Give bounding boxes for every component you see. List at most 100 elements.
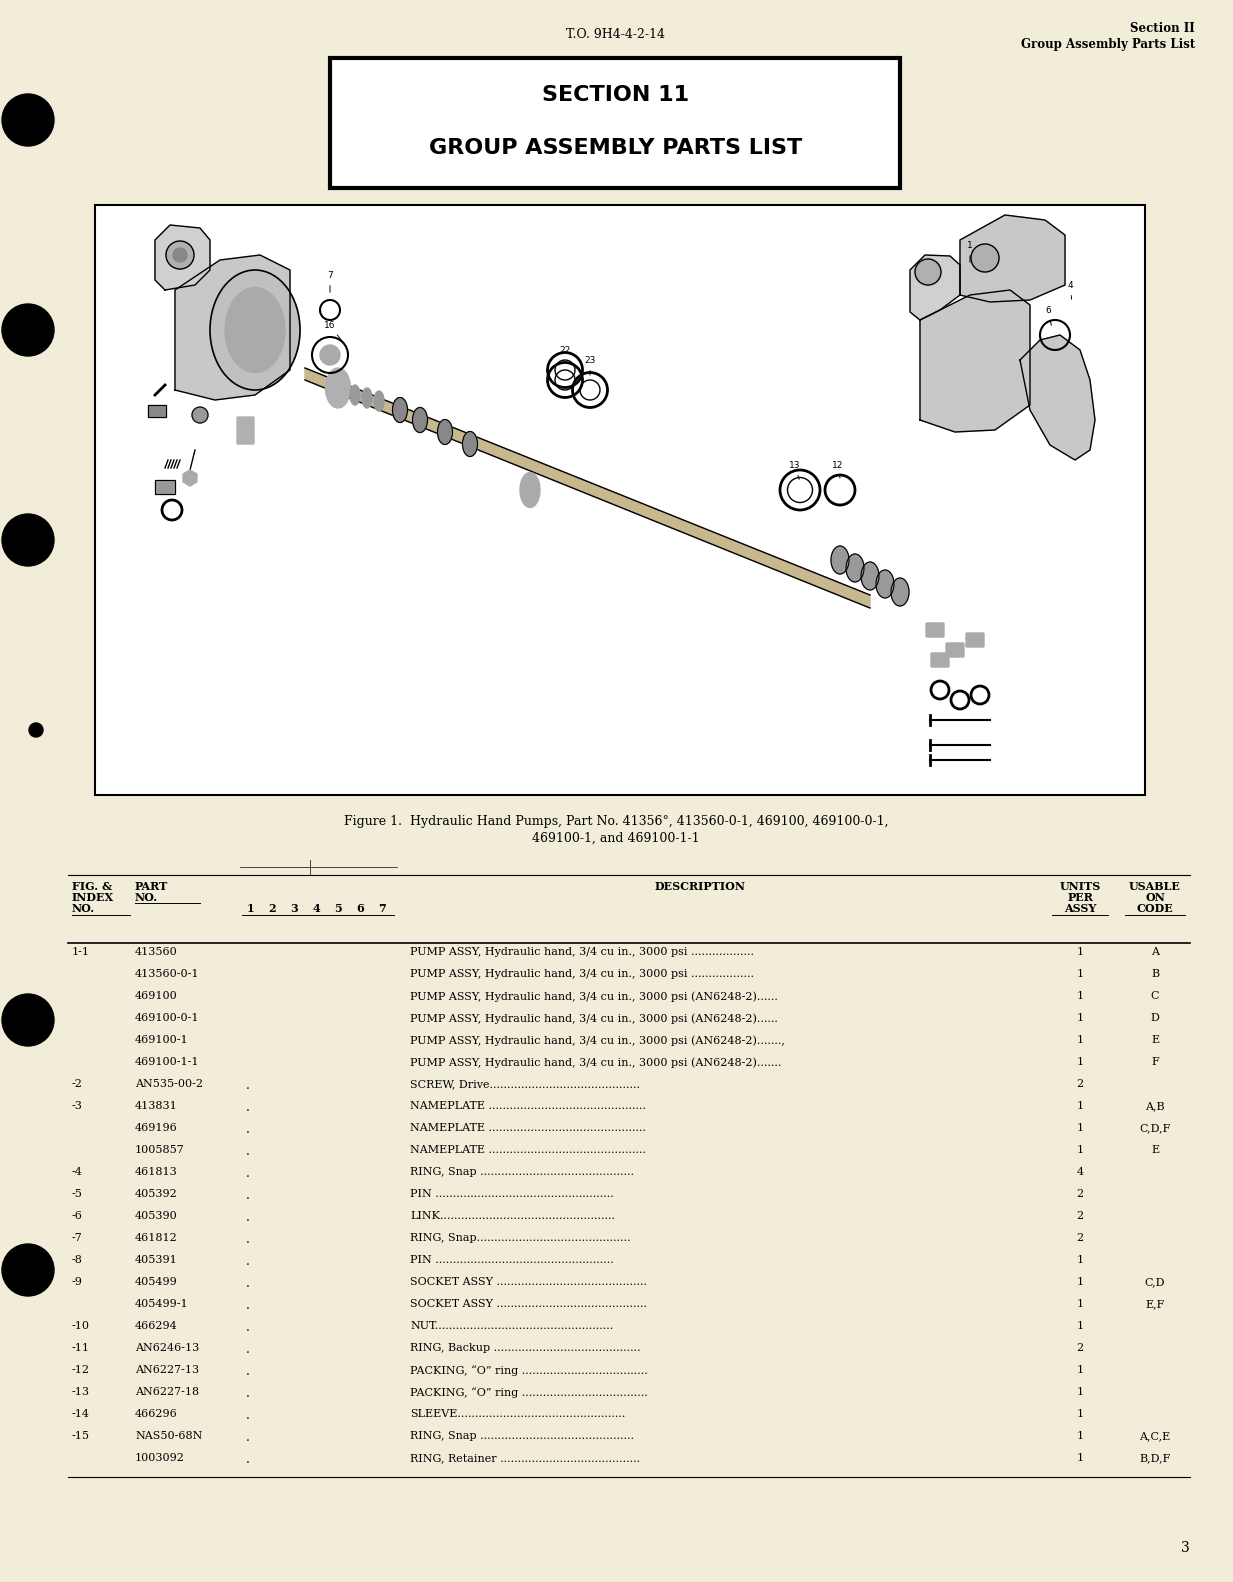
Text: -9: -9 [72,1277,83,1288]
Text: .: . [247,1410,250,1422]
FancyBboxPatch shape [946,642,964,657]
Text: 1005857: 1005857 [134,1145,185,1155]
Text: NO.: NO. [72,903,95,914]
Text: RING, Snap ............................................: RING, Snap .............................… [411,1168,634,1177]
Ellipse shape [413,408,428,432]
Ellipse shape [438,419,453,445]
Text: NAMEPLATE .............................................: NAMEPLATE ..............................… [411,1101,646,1111]
Ellipse shape [392,397,407,422]
Polygon shape [910,255,961,320]
Text: 22: 22 [560,346,571,362]
Text: 2: 2 [1076,1190,1084,1199]
Text: 1: 1 [1076,1410,1084,1419]
Ellipse shape [326,369,350,408]
Text: 4: 4 [312,903,319,914]
Circle shape [2,1243,54,1296]
Text: RING, Retainer ........................................: RING, Retainer .........................… [411,1452,640,1463]
Text: PIN ...................................................: PIN ....................................… [411,1190,614,1199]
Text: .: . [247,1277,250,1289]
Text: E,F: E,F [1145,1299,1165,1308]
Text: 2: 2 [269,903,276,914]
Circle shape [915,259,941,285]
Text: -4: -4 [72,1168,83,1177]
Text: A,B: A,B [1145,1101,1165,1111]
Text: .: . [247,1365,250,1378]
Text: UNITS: UNITS [1059,881,1101,892]
Text: .: . [247,1255,250,1269]
Text: 1: 1 [1076,1035,1084,1046]
Text: 461812: 461812 [134,1232,178,1243]
Text: 16: 16 [324,321,343,343]
Text: .: . [247,1210,250,1224]
Ellipse shape [210,271,300,391]
Text: 405499-1: 405499-1 [134,1299,189,1308]
Text: PACKING, “O” ring ....................................: PACKING, “O” ring ......................… [411,1365,647,1376]
Text: SOCKET ASSY ...........................................: SOCKET ASSY ............................… [411,1277,647,1288]
Text: 1: 1 [1076,948,1084,957]
Text: PUMP ASSY, Hydraulic hand, 3/4 cu in., 3000 psi (AN6248-2)......: PUMP ASSY, Hydraulic hand, 3/4 cu in., 3… [411,1012,778,1024]
Text: INDEX: INDEX [72,892,115,903]
Text: 2: 2 [1076,1343,1084,1353]
Text: 413560: 413560 [134,948,178,957]
Text: 1: 1 [1076,1365,1084,1375]
Polygon shape [175,255,290,400]
Text: .: . [247,1321,250,1334]
Text: T.O. 9H4-4-2-14: T.O. 9H4-4-2-14 [566,28,666,41]
Text: 2: 2 [1076,1232,1084,1243]
Text: 1: 1 [1076,1255,1084,1266]
Text: 1: 1 [1076,1452,1084,1463]
Text: 461813: 461813 [134,1168,178,1177]
FancyBboxPatch shape [926,623,944,638]
Text: 469100-1-1: 469100-1-1 [134,1057,200,1066]
Text: 1-1: 1-1 [72,948,90,957]
Text: 469100-0-1: 469100-0-1 [134,1012,200,1024]
Polygon shape [1020,335,1095,460]
FancyBboxPatch shape [965,633,984,647]
Polygon shape [920,290,1030,432]
Text: SCREW, Drive...........................................: SCREW, Drive............................… [411,1079,640,1088]
Text: Section II: Section II [1131,22,1195,35]
FancyBboxPatch shape [931,653,949,668]
Text: .: . [247,1101,250,1114]
Text: AN6227-13: AN6227-13 [134,1365,199,1375]
Circle shape [30,723,43,737]
Text: RING, Backup ..........................................: RING, Backup ...........................… [411,1343,641,1353]
Text: RING, Snap............................................: RING, Snap..............................… [411,1232,630,1243]
Text: AN535-00-2: AN535-00-2 [134,1079,203,1088]
Text: A,C,E: A,C,E [1139,1432,1170,1441]
Text: 6: 6 [1046,305,1052,326]
Bar [155,479,175,494]
Text: .: . [247,1123,250,1136]
Text: GROUP ASSEMBLY PARTS LIST: GROUP ASSEMBLY PARTS LIST [429,138,803,158]
Text: 3: 3 [1181,1541,1190,1555]
Text: .: . [247,1452,250,1467]
Text: 7: 7 [327,271,333,293]
Text: NAMEPLATE .............................................: NAMEPLATE ..............................… [411,1145,646,1155]
Text: A: A [1150,948,1159,957]
Text: AN6227-18: AN6227-18 [134,1387,199,1397]
Text: B,D,F: B,D,F [1139,1452,1170,1463]
Text: .: . [247,1387,250,1400]
Text: NUT...................................................: NUT.....................................… [411,1321,613,1330]
Text: -14: -14 [72,1410,90,1419]
Text: 1: 1 [967,240,973,263]
Text: 2: 2 [1076,1079,1084,1088]
Text: 405499: 405499 [134,1277,178,1288]
Text: 4: 4 [1076,1168,1084,1177]
Text: .: . [247,1232,250,1247]
Ellipse shape [891,577,909,606]
Text: 1: 1 [1076,1432,1084,1441]
Text: -3: -3 [72,1101,83,1111]
Polygon shape [305,369,870,607]
Text: PUMP ASSY, Hydraulic hand, 3/4 cu in., 3000 psi (AN6248-2).......: PUMP ASSY, Hydraulic hand, 3/4 cu in., 3… [411,1057,782,1068]
Text: 2: 2 [1076,1210,1084,1221]
Text: 469100: 469100 [134,990,178,1001]
Text: PIN ...................................................: PIN ....................................… [411,1255,614,1266]
Text: PART: PART [134,881,168,892]
Text: C,D,F: C,D,F [1139,1123,1170,1133]
Ellipse shape [520,473,540,508]
Ellipse shape [462,432,477,457]
Text: C: C [1150,990,1159,1001]
Polygon shape [155,225,210,290]
Text: 6: 6 [356,903,364,914]
